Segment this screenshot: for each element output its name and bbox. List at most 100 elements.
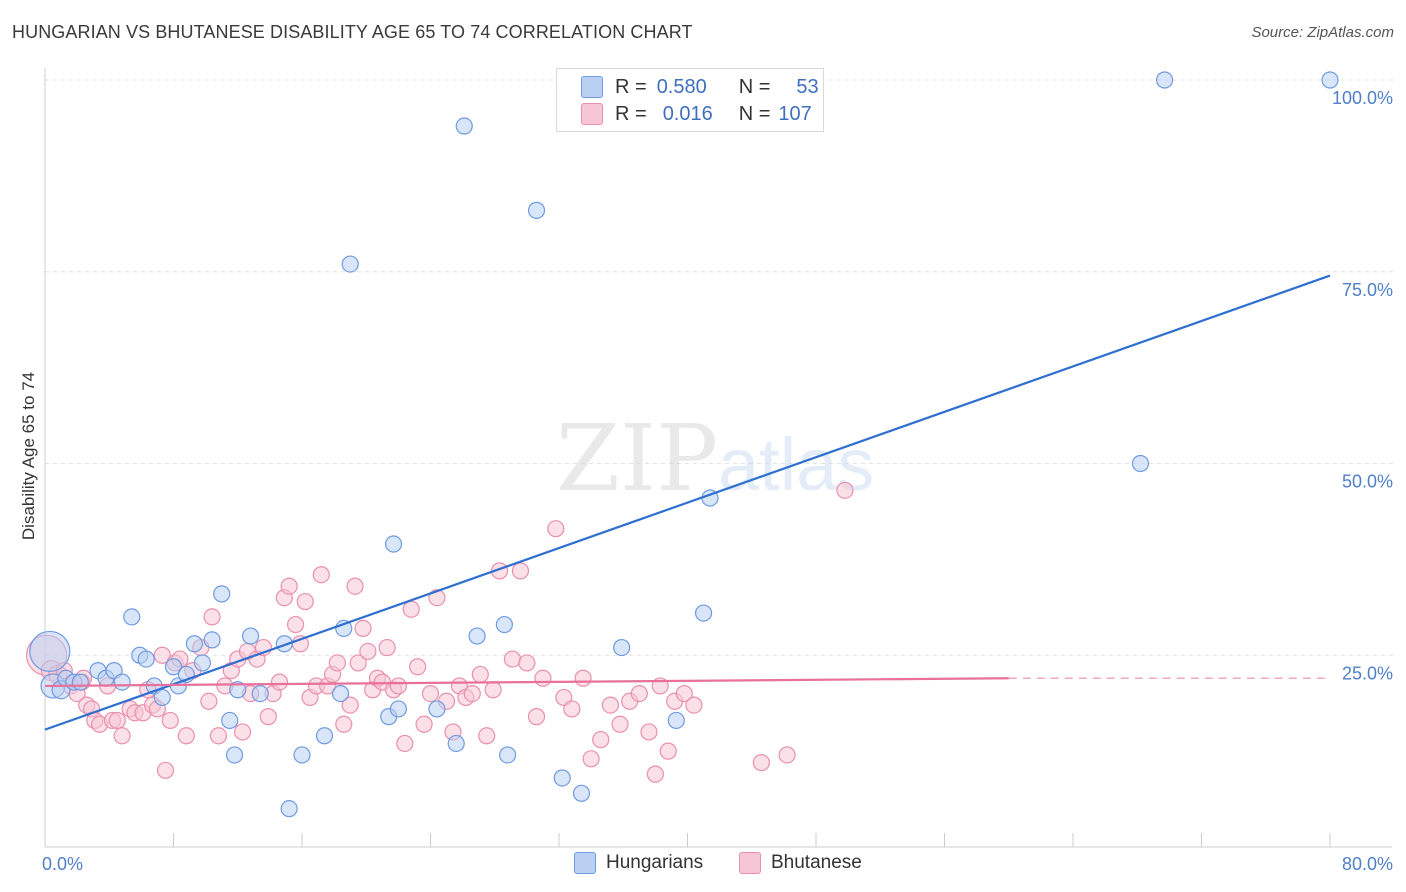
bhutanese-point xyxy=(209,727,228,745)
bhutanese-point xyxy=(511,562,530,580)
legend-n-label: N = xyxy=(738,75,771,98)
hungarian-point xyxy=(251,684,269,703)
hungarian-point xyxy=(280,800,298,818)
hungarian-point xyxy=(553,769,571,787)
hungarian-point xyxy=(495,615,513,634)
bhutanese-point xyxy=(259,708,277,726)
y-axis-title: Disability Age 65 to 74 xyxy=(19,372,38,540)
bhutanese-point xyxy=(409,658,427,676)
bhutanese-point xyxy=(108,711,126,730)
bhutanese-point xyxy=(582,750,600,768)
hungarian-point xyxy=(572,784,591,802)
hungarian-point xyxy=(293,746,311,764)
y-tick-label: 100.0% xyxy=(1332,88,1393,108)
hungarian-point xyxy=(341,255,359,273)
legend-r-value: 0.016 xyxy=(662,102,713,125)
legend-row-bhutanese: R = 0.016 N = 107 xyxy=(557,101,812,127)
bhutanese-point xyxy=(778,746,796,764)
bhutanese-point xyxy=(484,681,502,699)
bhutanese-point xyxy=(415,715,433,733)
bhutanese-point xyxy=(685,696,703,714)
bhutanese-point xyxy=(574,669,592,687)
hungarian-point xyxy=(613,638,631,657)
bhutanese-point xyxy=(630,684,648,703)
bottom-legend: Hungarians Bhutanese xyxy=(0,852,1406,878)
bhutanese-point xyxy=(611,715,629,733)
bhutanese-point xyxy=(836,481,854,499)
hungarian-point xyxy=(71,673,89,691)
chart-title: HUNGARIAN VS BHUTANESE DISABILITY AGE 65… xyxy=(12,22,693,42)
bhutanese-point xyxy=(752,754,770,772)
bhutanese-point xyxy=(421,684,440,703)
hungarian-point xyxy=(221,711,239,730)
hungarian-point xyxy=(694,604,713,622)
watermark-zip: ZIP xyxy=(556,405,718,512)
bhutanese-point xyxy=(200,692,218,710)
x-tick-label: 0.0% xyxy=(42,854,83,874)
bhutanese-point xyxy=(389,677,407,695)
bhutanese-point xyxy=(518,654,536,672)
bhutanese-point xyxy=(233,723,252,741)
bhutanese-point xyxy=(592,731,610,749)
legend-row-hungarians: R = 0.580 N = 53 xyxy=(557,74,819,100)
bhutanese-point xyxy=(463,684,481,703)
bhutanese-point xyxy=(534,669,552,687)
bhutanese-point xyxy=(640,723,658,741)
bhutanese-point xyxy=(601,696,620,714)
hungarian-point xyxy=(468,627,486,645)
bhutanese-point xyxy=(646,765,664,783)
hungarian-point xyxy=(527,201,546,219)
hungarian-point xyxy=(225,746,244,764)
bhutanese-swatch xyxy=(581,103,603,125)
legend-r-value: 0.580 xyxy=(656,75,707,98)
hungarian-point xyxy=(193,654,212,672)
hungarian-point xyxy=(29,630,71,673)
legend: R = 0.580 N = 53 R = 0.016 N = 107 xyxy=(556,68,824,132)
axes xyxy=(44,68,1392,848)
bhutanese-point xyxy=(563,700,581,718)
bhutanese-point xyxy=(335,715,353,733)
bottom-legend-hungarians: Hungarians xyxy=(574,852,703,874)
bhutanese-point xyxy=(349,654,367,672)
legend-n-value: 107 xyxy=(778,102,812,125)
hungarian-point xyxy=(153,688,171,707)
bhutanese-point xyxy=(113,727,131,745)
bhutanese-point xyxy=(659,742,677,760)
hungarian-point xyxy=(242,627,260,645)
hungarian-point xyxy=(123,608,141,626)
bhutanese-point xyxy=(402,600,420,618)
bhutanese-point xyxy=(312,566,330,584)
bhutanese-point xyxy=(177,727,195,745)
bhutanese-point xyxy=(328,654,346,672)
tick-labels: 25.0% 50.0% 75.0% 100.0% 0.0% 80.0% xyxy=(42,88,1393,874)
y-tick-label: 50.0% xyxy=(1342,472,1393,492)
hungarian-point xyxy=(384,535,403,553)
bhutanese-point xyxy=(270,673,289,691)
bhutanese-point xyxy=(478,727,496,745)
bhutanese-point xyxy=(378,638,396,657)
hungarian-point xyxy=(447,734,465,753)
bhutanese-point xyxy=(286,615,305,634)
bhutanese-point xyxy=(280,577,298,595)
hungarian-point xyxy=(229,681,247,699)
bhutanese-point xyxy=(503,650,522,668)
bhutanese-point xyxy=(346,577,364,595)
trend-lines xyxy=(44,274,1331,731)
legend-r-label: R = xyxy=(615,102,647,125)
hungarian-point xyxy=(164,658,183,676)
hungarian-point xyxy=(113,673,131,691)
hungarian-point xyxy=(331,684,350,703)
hungarian-point xyxy=(455,117,473,135)
hungarians-swatch xyxy=(581,76,603,98)
hungarian-point xyxy=(203,631,221,649)
hungarians-swatch xyxy=(574,852,596,874)
bhutanese-point xyxy=(547,520,565,538)
bhutanese-point xyxy=(396,734,414,753)
bhutanese-points xyxy=(26,481,854,783)
bhutanese-point xyxy=(296,592,314,611)
bhutanese-point xyxy=(203,608,221,626)
hungarian-point xyxy=(428,700,446,718)
bhutanese-point xyxy=(354,619,372,638)
hungarian-point xyxy=(185,635,203,653)
bhutanese-point xyxy=(675,684,693,703)
